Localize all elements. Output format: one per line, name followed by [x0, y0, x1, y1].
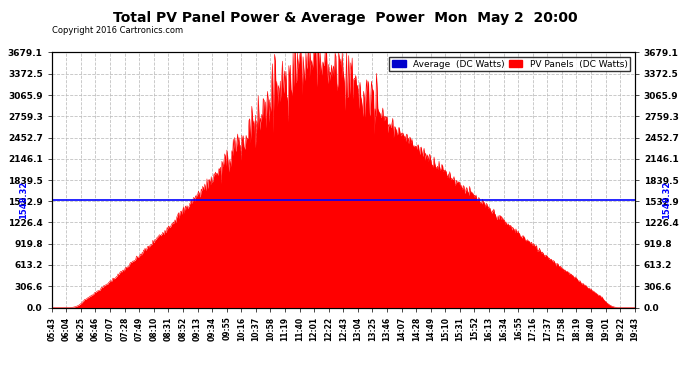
Text: Total PV Panel Power & Average  Power  Mon  May 2  20:00: Total PV Panel Power & Average Power Mon…: [112, 11, 578, 25]
Text: 1548.32: 1548.32: [662, 181, 671, 219]
Text: Copyright 2016 Cartronics.com: Copyright 2016 Cartronics.com: [52, 26, 184, 35]
Text: 1548.32: 1548.32: [19, 181, 28, 219]
Legend: Average  (DC Watts), PV Panels  (DC Watts): Average (DC Watts), PV Panels (DC Watts): [389, 57, 630, 71]
